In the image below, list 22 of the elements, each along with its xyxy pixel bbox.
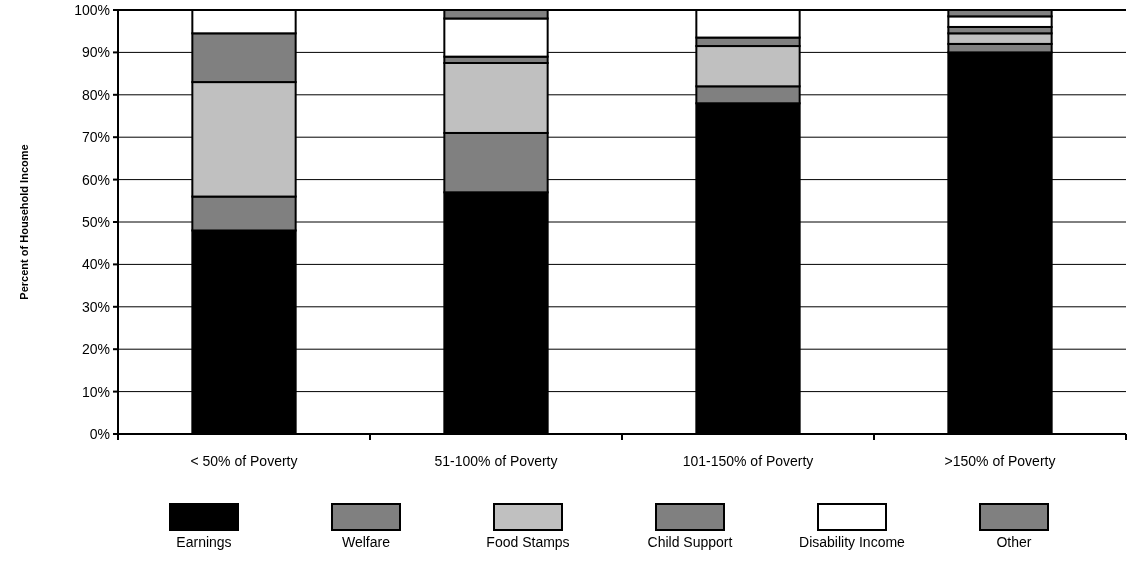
y-tick-label: 70% (81, 129, 110, 146)
y-tick-label: 20% (81, 341, 110, 358)
y-tick-label: 30% (81, 298, 110, 315)
y-tick-label: 100% (74, 1, 110, 18)
legend-label: Food Stamps (486, 534, 570, 550)
y-tick-label: 90% (81, 44, 110, 61)
y-tick-label: 40% (81, 256, 110, 273)
legend-label: Child Support (647, 534, 733, 550)
x-tick-label: >150% of Poverty (944, 453, 1056, 469)
x-tick-label: 101-150% of Poverty (682, 453, 814, 469)
legend-label: Earnings (176, 534, 232, 550)
legend-label: Disability Income (799, 534, 906, 550)
x-tick-label: 51-100% of Poverty (434, 453, 558, 469)
y-tick-label: 60% (81, 171, 110, 188)
y-tick-label: 50% (81, 213, 110, 230)
y-tick-label: 80% (81, 86, 110, 103)
x-tick-label: < 50% of Poverty (190, 453, 298, 469)
legend-label: Other (996, 534, 1032, 550)
y-axis-title: Percent of Household Income (18, 144, 30, 300)
legend-label: Welfare (342, 534, 391, 550)
y-tick-label: 0% (89, 425, 110, 442)
y-tick-label: 10% (81, 383, 110, 400)
